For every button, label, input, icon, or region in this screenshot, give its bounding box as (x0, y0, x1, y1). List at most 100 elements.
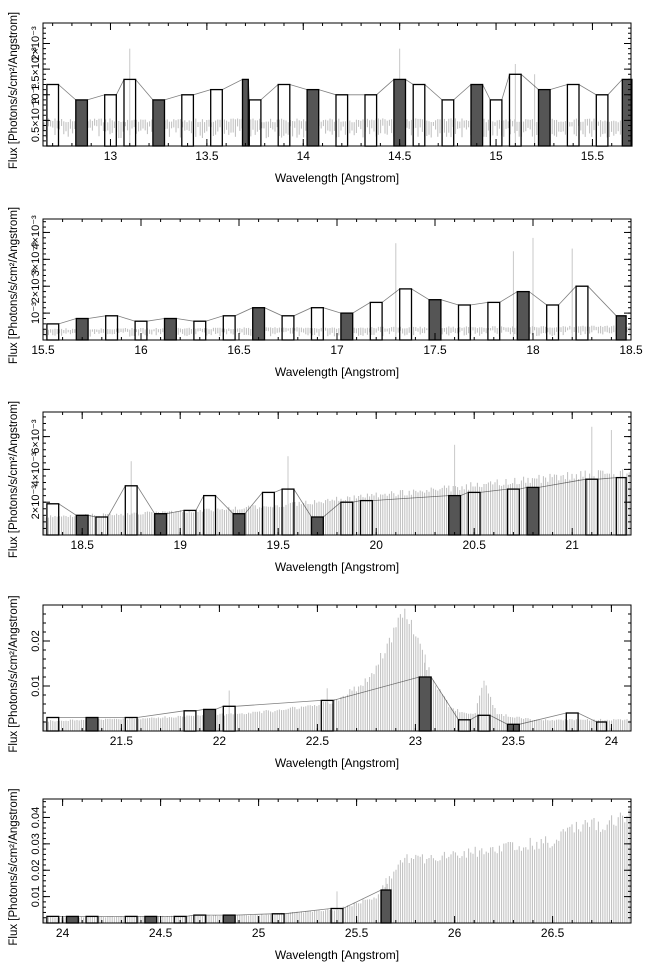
y-tick-label: 3×10⁻³ (30, 242, 42, 277)
data-bin (152, 99, 166, 147)
x-tick-label: 15.5 (31, 343, 55, 357)
x-tick-label: 23 (409, 734, 423, 748)
data-bin (340, 312, 354, 341)
data-bin (65, 915, 79, 924)
x-tick-label: 18 (526, 343, 540, 357)
data-step-line (46, 889, 391, 917)
data-bin (222, 315, 236, 341)
x-tick-label: 26.5 (541, 926, 565, 940)
data-bin (412, 83, 426, 147)
y-tick-label: 0.02 (30, 630, 42, 651)
y-axis: 10⁻³2×10⁻³3×10⁻³4×10⁻³ (30, 215, 631, 336)
model-errorbars (43, 809, 630, 923)
y-axis: 0.5×10⁻³10⁻³1.5×10⁻³2×10⁻³ (30, 26, 631, 142)
x-tick-label: 26 (448, 926, 462, 940)
chart-panel-5: 24 24.5 25 25.5 26 26.5 0.01 0.02 0.03 0.04 Wavele… (8, 788, 632, 962)
x-tick-label: 25.5 (345, 926, 369, 940)
model-errorbars (43, 608, 630, 731)
data-bin (75, 317, 89, 341)
data-bin (393, 78, 407, 147)
x-tick-label: 20.5 (463, 538, 487, 552)
x-tick-label: 17 (330, 343, 344, 357)
y-axis-label: Flux [Photons/s/cm²/Angstrom] (8, 788, 20, 945)
x-tick-label: 14 (297, 149, 311, 163)
x-tick-label: 19.5 (267, 538, 291, 552)
data-bin (306, 88, 320, 147)
y-axis: 0.01 0.02 (30, 613, 631, 723)
data-bin (183, 710, 197, 732)
data-bin (75, 99, 89, 147)
data-bin (340, 501, 354, 536)
data-bin (418, 676, 432, 732)
y-tick-label: 0.03 (30, 833, 42, 854)
y-tick-label: 1.5×10⁻³ (30, 47, 42, 91)
x-tick-label: 13.5 (195, 149, 219, 163)
data-bin (241, 78, 249, 147)
x-tick-label: 24 (56, 926, 70, 940)
data-bin (85, 716, 99, 732)
y-tick-label: 2×10⁻³ (30, 26, 42, 61)
data-bin (487, 301, 501, 341)
data-bin (183, 509, 197, 536)
chart-panel-1: 13 13.5 14 14.5 15 15.5 0.5×10⁻³10⁻³1.5×10⁻³2×… (8, 12, 633, 185)
data-series (46, 73, 633, 147)
y-axis-label: Flux [Photons/s/cm²/Angstrom] (8, 12, 20, 169)
data-bin (154, 513, 168, 536)
data-bin (105, 315, 119, 341)
y-tick-label: 10⁻³ (30, 302, 42, 324)
x-axis: 24 24.5 25 25.5 26 26.5 (42, 799, 612, 940)
x-tick-label: 24 (605, 734, 619, 748)
data-bin (277, 83, 291, 147)
x-tick-label: 19 (174, 538, 188, 552)
x-axis: 21.5 22 22.5 23 23.5 24 (42, 605, 619, 748)
y-tick-label: 6×10⁻³ (30, 419, 42, 454)
data-series (46, 676, 608, 732)
plot-frame (42, 218, 632, 341)
data-bin (537, 88, 551, 147)
spike-errorbars (395, 237, 573, 340)
data-bin (181, 94, 195, 147)
data-bin (144, 915, 158, 924)
x-axis-label: Wavelength [Angstrom] (275, 948, 399, 962)
x-tick-label: 16.5 (227, 343, 251, 357)
data-bin (575, 285, 589, 341)
y-tick-label: 0.04 (30, 807, 42, 828)
y-tick-label: 4×10⁻³ (30, 215, 42, 250)
x-tick-label: 15 (489, 149, 503, 163)
data-bin (232, 513, 246, 536)
x-axis: 15.5 16 16.5 17 17.5 18 18.5 (31, 219, 643, 357)
y-tick-label: 0.02 (30, 859, 42, 880)
y-tick-label: 10⁻³ (30, 84, 42, 106)
model-errorbars (43, 469, 630, 535)
y-axis-label: Flux [Photons/s/cm²/Angstrom] (8, 401, 20, 558)
data-step-line (46, 73, 632, 101)
data-bin (399, 288, 413, 341)
y-tick-label: 0.01 (30, 675, 42, 696)
data-bin (210, 88, 223, 147)
data-bin (516, 290, 530, 341)
data-bin (566, 83, 580, 147)
data-step-line (46, 676, 607, 725)
data-bin (124, 915, 138, 924)
data-bin (310, 307, 324, 341)
x-axis-label: Wavelength [Angstrom] (275, 560, 399, 574)
x-tick-label: 14.5 (388, 149, 412, 163)
x-tick-label: 23.5 (502, 734, 526, 748)
x-tick-label: 18.5 (619, 343, 643, 357)
x-axis: 18.5 19 19.5 20 20.5 21 (42, 412, 612, 552)
y-tick-label: 2×10⁻³ (30, 485, 42, 520)
y-axis-label: Flux [Photons/s/cm²/Angstrom] (8, 595, 20, 752)
x-tick-label: 24.5 (149, 926, 173, 940)
x-axis-label: Wavelength [Angstrom] (275, 365, 399, 379)
x-tick-label: 20 (370, 538, 384, 552)
data-bin (203, 708, 217, 732)
y-tick-label: 0.01 (30, 886, 42, 907)
y-axis: 2×10⁻³4×10⁻³6×10⁻³ (30, 416, 631, 529)
data-step-line (46, 285, 627, 325)
data-bin (526, 486, 540, 536)
data-bin (441, 99, 455, 147)
x-tick-label: 22.5 (306, 734, 330, 748)
data-bin (448, 494, 462, 536)
chart-panel-2: 15.5 16 16.5 17 17.5 18 18.5 10⁻³2×10⁻³3×10⁻³4×… (8, 207, 643, 379)
